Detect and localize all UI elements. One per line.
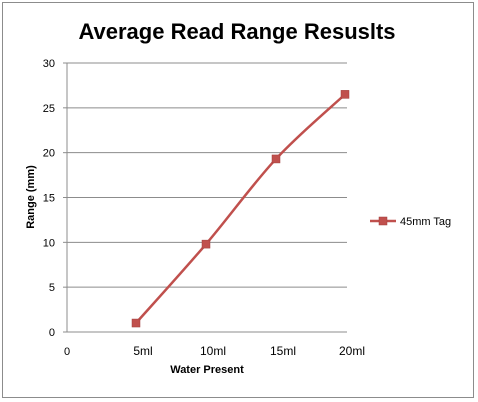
data-point	[271, 154, 281, 164]
y-tick-label: 25	[43, 103, 55, 115]
series-group	[131, 90, 350, 328]
legend-label: 45mm Tag	[400, 216, 451, 228]
x-origin-label: 0	[64, 346, 70, 358]
data-point	[201, 239, 211, 249]
series-line	[135, 93, 346, 324]
data-point	[340, 90, 350, 99]
legend: 45mm Tag	[370, 216, 451, 228]
x-tick-label: 20ml	[339, 344, 365, 358]
axes	[63, 62, 347, 333]
y-tick-label: 20	[43, 148, 55, 160]
y-tick-label: 5	[49, 282, 55, 294]
y-tick-labels: 0 5 10 15 20 25 30	[43, 58, 55, 339]
y-tick-label: 0	[49, 327, 55, 339]
y-tick-label: 15	[43, 193, 55, 205]
x-tick-labels: 5ml 10ml 15ml 20ml	[133, 344, 365, 358]
legend-marker	[378, 216, 388, 226]
x-tick-label: 10ml	[200, 344, 226, 358]
gridlines	[67, 62, 347, 288]
x-tick-label: 15ml	[270, 344, 296, 358]
y-tick-label: 30	[43, 58, 55, 70]
x-tick-label: 5ml	[133, 344, 152, 358]
x-axis-label: Water Present	[170, 364, 244, 376]
y-tick-label: 10	[43, 237, 55, 249]
chart-title: Average Read Range Resuslts	[78, 19, 395, 44]
data-point	[131, 318, 141, 328]
y-axis-label: Range (mm)	[25, 165, 37, 229]
